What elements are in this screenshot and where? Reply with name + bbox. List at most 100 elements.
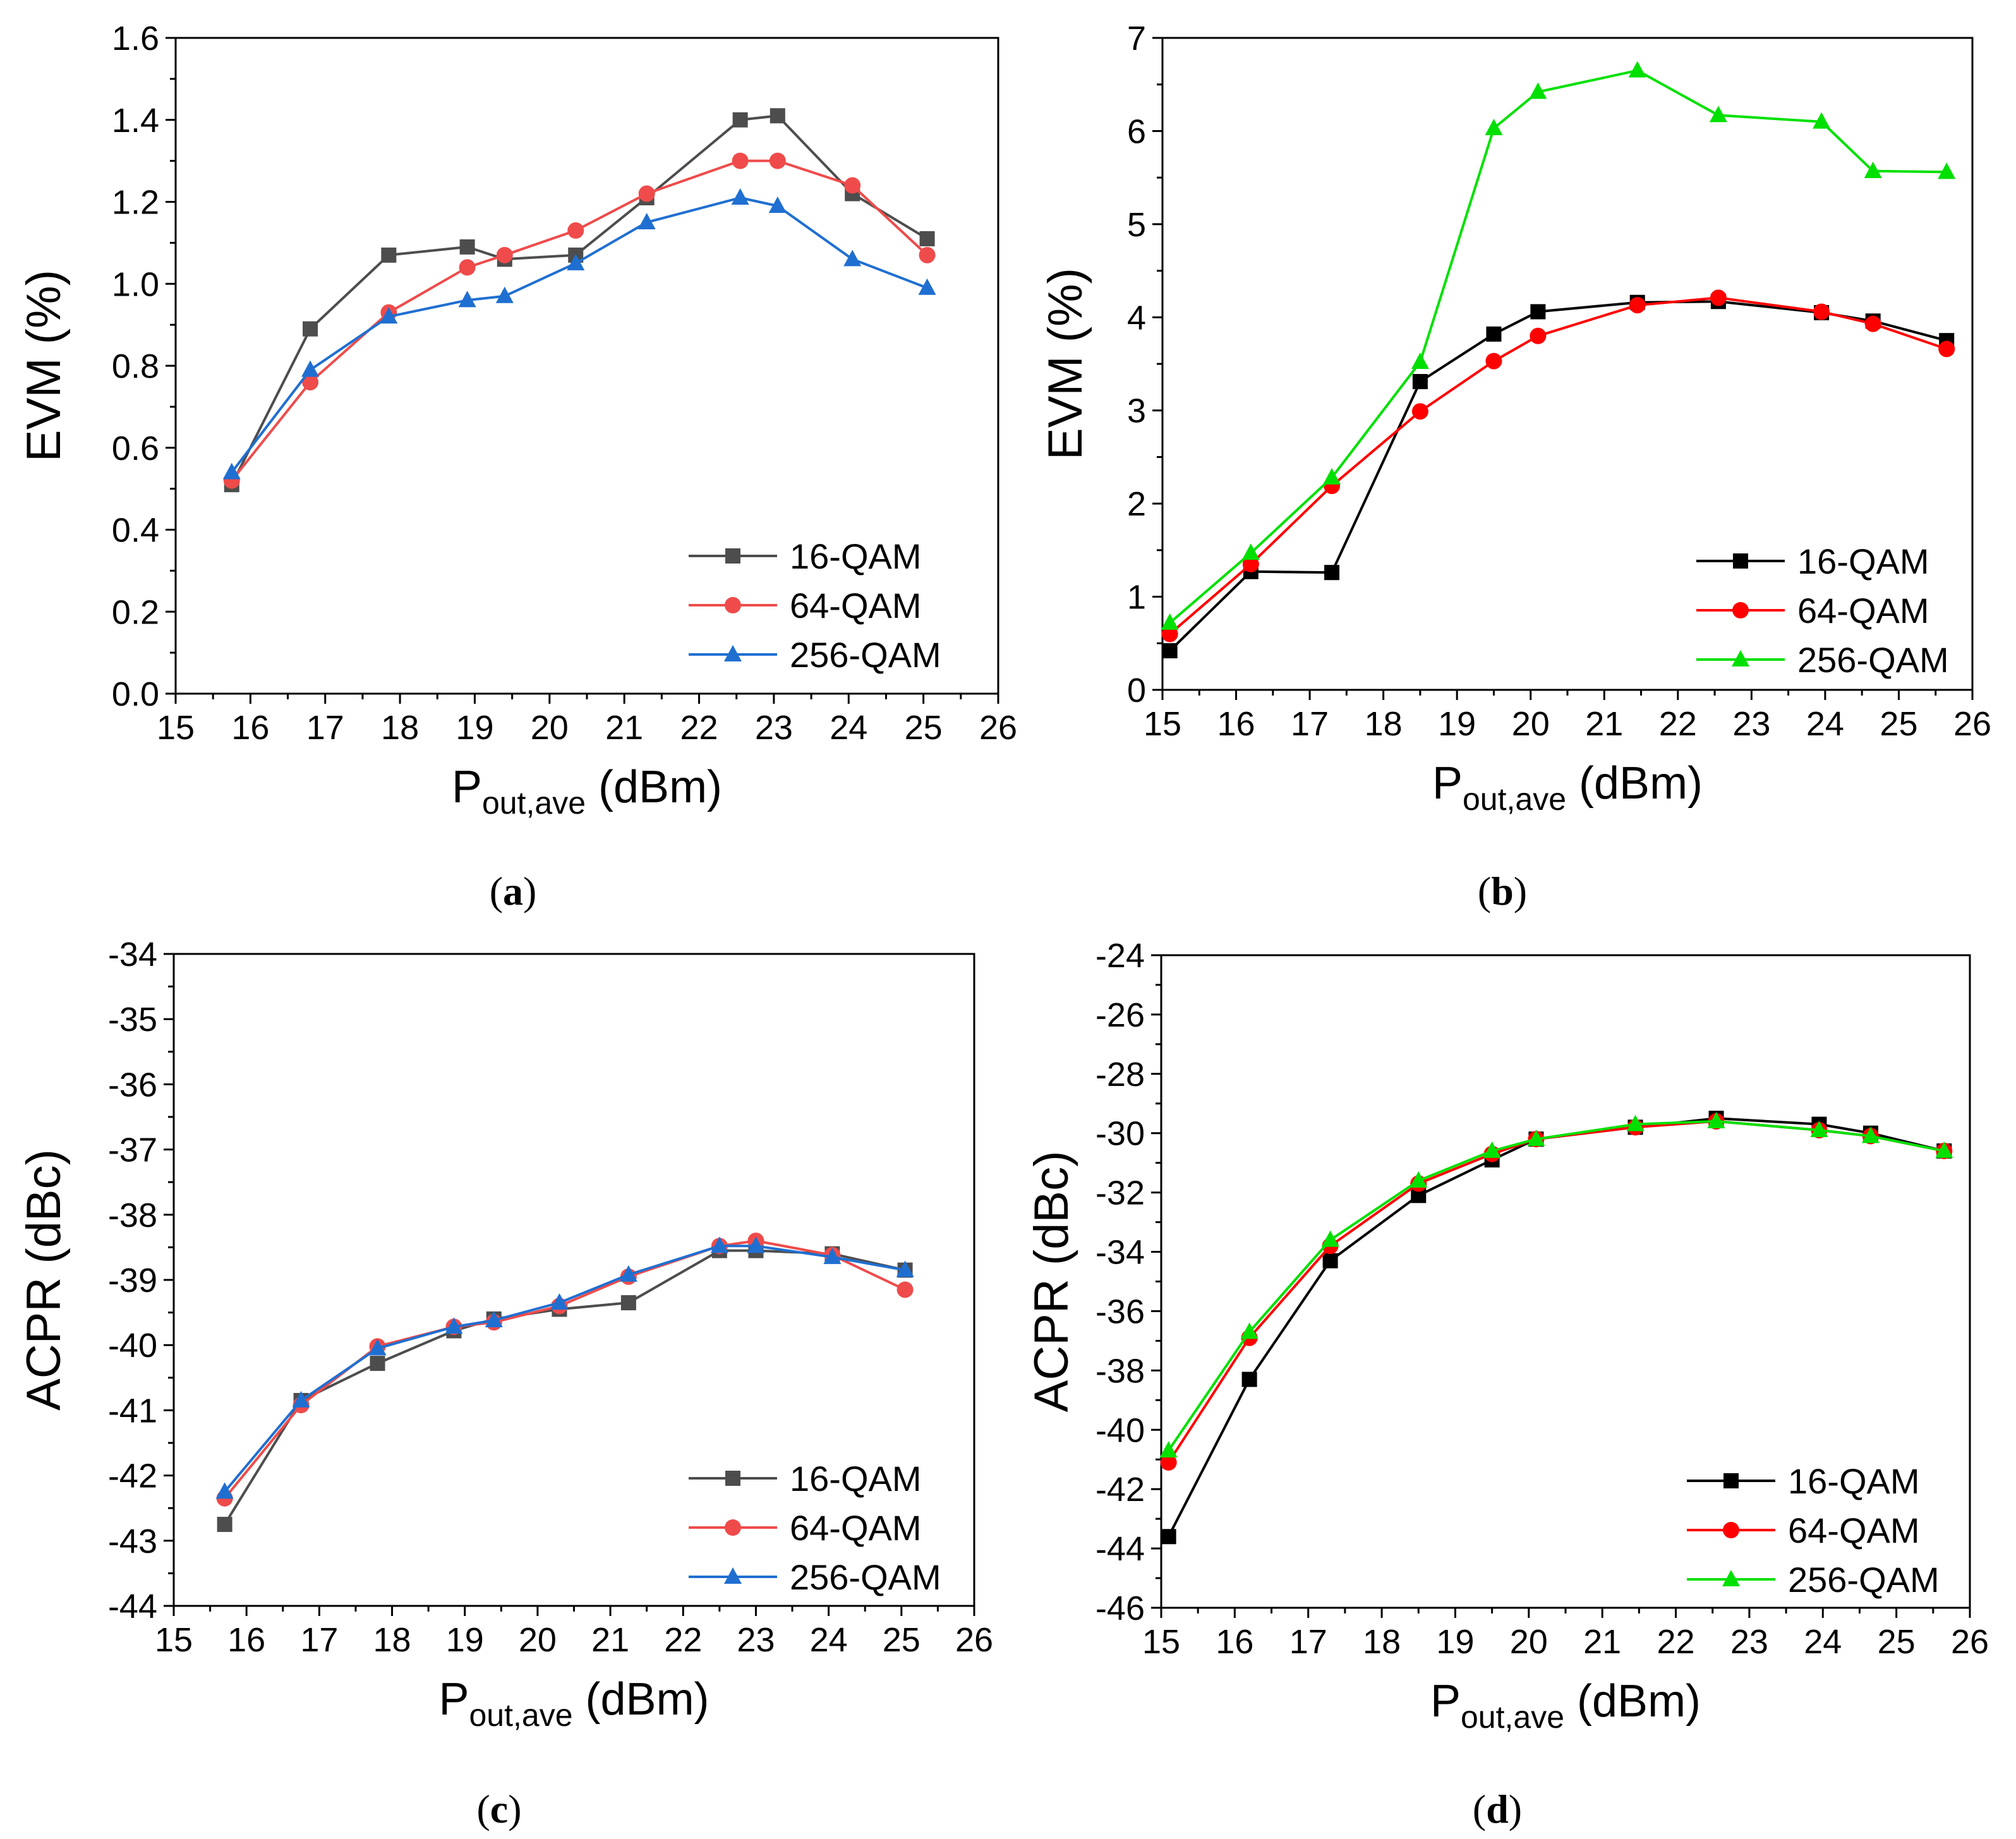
panel-a-legend-label: 16-QAM [790,536,922,576]
panel-c-y-tick-label: -41 [108,1392,157,1430]
panel-b-data-point [1629,297,1646,314]
panel-c-y-tick-label: -39 [108,1262,157,1299]
panel-d-legend-label: 16-QAM [1788,1461,1920,1501]
panel-c-x-tick-label: 15 [155,1621,193,1659]
panel-b-data-point [1485,353,1502,370]
panel-d-data-point [1240,1322,1258,1339]
panel-a-data-point [381,247,397,263]
panel-c-x-tick-label: 25 [883,1621,920,1659]
panel-b-y-tick-label: 3 [1127,392,1146,430]
panel-d-data-point [1483,1141,1501,1158]
panel-b-legend: 16-QAM 64-QAM 256-QAM [1696,541,1949,680]
panel-b-data-point [1529,82,1547,99]
panel-a-y-tick-label: 0.0 [112,675,159,713]
panel-c-legend-label: 64-QAM [790,1508,922,1548]
panel-a-x-tick-label: 23 [755,709,793,747]
panel-c-data-point [217,1517,232,1532]
panel-c-x-tick-label: 22 [664,1621,702,1659]
panel-b-data-point [1710,289,1727,306]
panel-d-y-tick-label: -24 [1096,937,1145,975]
panel-c-data-point [485,1310,503,1327]
panel-b-legend-marker [1733,553,1748,569]
panel-d-x-tick-label: 18 [1363,1623,1401,1661]
panel-c-x-tick-label: 24 [810,1621,848,1659]
panel-d-x-tick-label: 19 [1436,1623,1474,1661]
panel-a-x-tick-label: 26 [979,709,1017,747]
panel-b-y-tick-label: 1 [1127,579,1146,617]
panel-c-y-tick-label: -35 [108,1001,157,1039]
panel-b-x-tick-label: 21 [1585,705,1623,743]
panel-b-data-point [1486,326,1502,342]
panel-c-x-tick-label: 19 [446,1621,484,1659]
panel-a-x-tick-label: 22 [680,709,718,747]
panel-d-y-tick-label: -40 [1096,1411,1145,1449]
panel-b-x-tick-label: 23 [1732,705,1770,743]
panel-b-y-tick-label: 0 [1127,672,1146,709]
panel-b-data-point [1411,353,1429,370]
panel-b-legend-label: 256-QAM [1797,640,1949,680]
panel-d-x-tick-label: 21 [1583,1623,1621,1661]
panel-b-y-axis-title: EVM (%) [1039,268,1092,460]
panel-d-data-point [1241,1372,1257,1387]
panel-a-data-point [458,291,476,308]
panel-a-data-point [919,231,935,246]
panel-d-x-tick-label: 15 [1142,1623,1180,1661]
panel-d-data-point [1527,1130,1545,1147]
panel-d-y-tick-label: -28 [1096,1056,1145,1094]
panel-a-y-tick-label: 1.6 [112,20,159,57]
panel-a-data-point [732,112,748,128]
panel-d-x-tick-label: 24 [1804,1623,1842,1661]
panel-c-data-point [292,1390,310,1408]
panel-b-x-tick-label: 20 [1512,705,1550,743]
panel-c-y-tick-label: -38 [108,1197,157,1234]
panel-b-data-point [1530,327,1547,344]
panel-b-x-tick-label: 19 [1438,705,1476,743]
panel-d-data-point [1409,1171,1428,1188]
panel-a-data-point [844,177,861,194]
panel-c-legend-marker [725,1519,741,1536]
panel-d-legend: 16-QAM 64-QAM 256-QAM [1687,1461,1940,1600]
panel-b-x-tick-label: 26 [1953,705,1991,743]
panel-a-x-tick-label: 18 [381,709,419,747]
panel-a-x-tick-label: 24 [830,709,867,747]
panel-b-data-point [1242,555,1259,572]
panel-b-evm-chart: 15 16 17 18 19 20 21 22 23 24 25 2601234567Pout,ave… [1039,20,1991,817]
panel-a-data-point [302,373,319,390]
panel-d-x-tick-label: 26 [1951,1623,1989,1661]
panel-c-data-point [370,1356,385,1372]
panel-d-data-point [1626,1114,1645,1131]
panel-a-data-point [567,222,584,239]
panel-a-data-point [637,212,656,229]
panel-c-legend-marker [725,1471,740,1486]
panel-d-legend-marker [1723,1473,1739,1488]
panel-a-evm-chart: 15 16 17 18 19 20 21 22 23 24 25 26 0.0 0.2 0.4 0.6 0.8 1… [17,20,1017,821]
panel-a-data-point [303,321,318,337]
panel-b-data-point [1241,543,1260,560]
panel-b-y-tick-label: 4 [1127,299,1146,337]
panel-d-y-tick-label: -32 [1096,1174,1145,1212]
panel-a-y-tick-label: 0.6 [112,430,159,467]
panel-a-data-point [768,196,787,213]
panel-b-x-tick-label: 15 [1144,705,1181,743]
panel-a-x-tick-label: 20 [531,709,569,747]
panel-a-y-tick-label: 1.0 [112,265,159,303]
panel-d-y-tick-label: -46 [1096,1589,1145,1627]
panel-c-legend: 16-QAM 64-QAM 256-QAM [689,1459,941,1597]
panel-a-y-tick-label: 0.4 [112,512,159,550]
panel-a-data-point [495,286,514,303]
panel-b-x-axis-title: Pout,ave (dBm) [1432,758,1703,817]
panel-a-data-point [769,152,786,169]
panel-c-y-tick-label: -44 [108,1588,157,1625]
panel-a-data-point [638,185,655,202]
panel-b-data-point [1813,112,1831,129]
panel-a-data-point [459,239,475,255]
panel-c-legend-label: 16-QAM [790,1459,922,1498]
panel-d-legend-marker [1723,1522,1739,1538]
panel-d-y-tick-label: -42 [1096,1471,1145,1509]
panel-c-legend-marker [724,1567,742,1584]
panel-b-data-point [1323,467,1341,485]
panel-d-y-axis-title: ACPR (dBc) [1025,1151,1078,1413]
panel-a-x-tick-label: 19 [456,709,493,747]
panel-a-y-tick-label: 1.4 [112,102,159,140]
